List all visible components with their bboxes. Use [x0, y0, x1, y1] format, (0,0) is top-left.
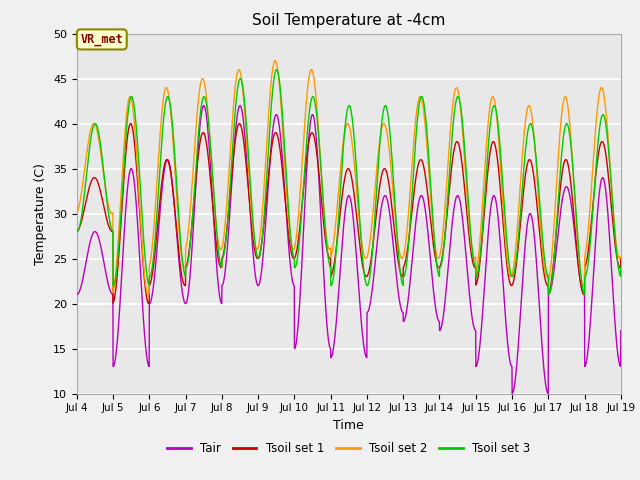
Tsoil set 3 [305, 110, 313, 116]
Line: Tsoil set 1: Tsoil set 1 [77, 124, 621, 303]
Tsoil set 1 [145, 300, 153, 306]
Tair [167, 171, 175, 177]
Tsoil set 3 [548, 278, 556, 284]
Tair [607, 249, 614, 254]
Y-axis label: Temperature (C): Temperature (C) [35, 163, 47, 264]
Tsoil set 1 [73, 228, 81, 234]
Tair [545, 391, 552, 396]
Tsoil set 3 [167, 108, 175, 114]
Tsoil set 1 [282, 204, 290, 209]
Tsoil set 3 [282, 161, 289, 167]
Tsoil set 1 [617, 255, 625, 261]
Tair [305, 131, 313, 137]
Title: Soil Temperature at -4cm: Soil Temperature at -4cm [252, 13, 445, 28]
Tsoil set 2 [168, 116, 175, 122]
Tsoil set 2 [282, 178, 290, 184]
Tsoil set 3 [545, 292, 552, 298]
Tsoil set 2 [548, 252, 556, 258]
Line: Tair: Tair [77, 106, 621, 394]
X-axis label: Time: Time [333, 419, 364, 432]
Tsoil set 2 [607, 168, 614, 174]
Tair [548, 282, 556, 288]
Tsoil set 2 [305, 72, 313, 78]
Tsoil set 1 [168, 176, 175, 181]
Legend: Tair, Tsoil set 1, Tsoil set 2, Tsoil set 3: Tair, Tsoil set 1, Tsoil set 2, Tsoil se… [163, 437, 535, 460]
Tsoil set 3 [273, 67, 280, 72]
Tsoil set 3 [73, 228, 81, 234]
Line: Tsoil set 3: Tsoil set 3 [77, 70, 621, 295]
Tsoil set 1 [135, 200, 143, 206]
Tsoil set 1 [305, 136, 313, 142]
Tsoil set 3 [617, 264, 625, 270]
Text: VR_met: VR_met [81, 33, 123, 46]
Line: Tsoil set 2: Tsoil set 2 [77, 60, 621, 295]
Tsoil set 2 [617, 254, 625, 260]
Tsoil set 1 [607, 194, 614, 200]
Tair [73, 292, 81, 298]
Tair [200, 103, 207, 108]
Tsoil set 3 [135, 160, 143, 166]
Tsoil set 2 [145, 292, 152, 298]
Tsoil set 3 [607, 171, 614, 177]
Tair [135, 240, 143, 246]
Tsoil set 1 [127, 121, 134, 127]
Tsoil set 2 [271, 58, 279, 63]
Tair [617, 328, 625, 334]
Tsoil set 2 [135, 188, 143, 194]
Tair [282, 201, 289, 207]
Tsoil set 2 [73, 210, 81, 216]
Tsoil set 1 [548, 275, 556, 280]
